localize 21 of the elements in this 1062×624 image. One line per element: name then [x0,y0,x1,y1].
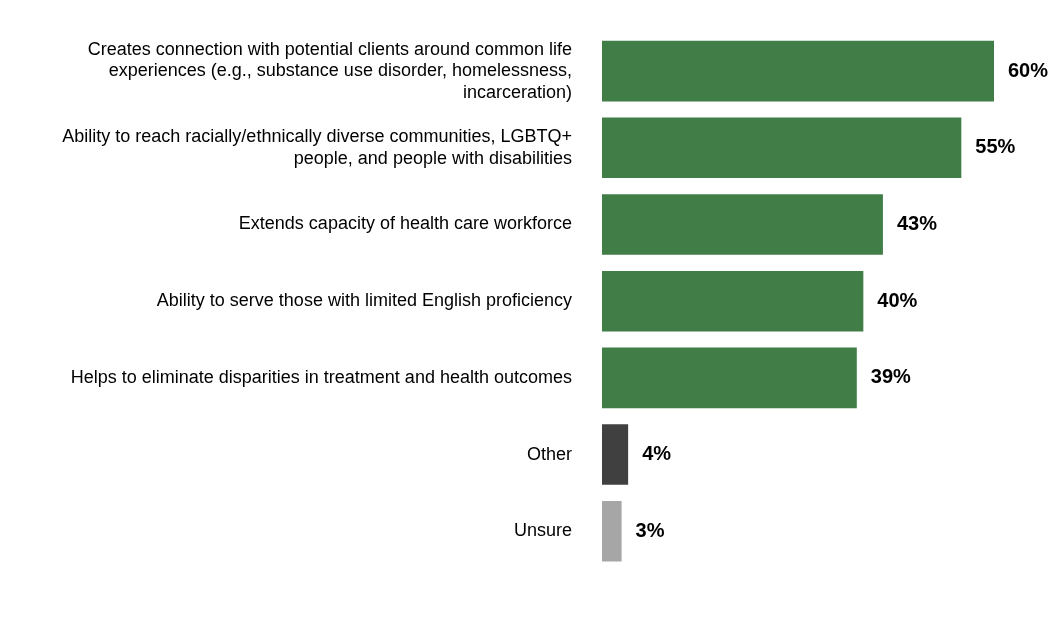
y-tick-label: Helps to eliminate disparities in treatment and health outcomes [70,366,572,387]
data-label: 40% [877,288,918,311]
y-tick-label: Other [526,443,572,464]
data-label: 60% [1008,58,1049,81]
y-tick-label: Unsure [513,520,572,541]
y-tick-label: Ability to reach racially/ethnically diverse communities, LGBTQ+ people, and people with disabilities [62,126,572,168]
bar [602,500,622,562]
data-label: 4% [642,442,672,465]
bar [602,40,994,102]
data-label: 39% [870,365,912,388]
bar [602,347,857,409]
y-tick-label: Creates connection with potential clients around common life experiences (e.g., substance use disorder, homelessness, incarceration) [87,38,572,102]
data-label: 3% [635,518,665,541]
data-label: 43% [896,212,938,235]
data-label: 55% [975,135,1016,158]
bar [602,194,883,255]
y-tick-label: Ability to serve those with limited English proficiency [156,290,572,311]
bar [602,424,629,485]
bar [602,270,864,332]
bar [602,117,962,179]
y-tick-label: Extends capacity of health care workforce [238,213,572,234]
